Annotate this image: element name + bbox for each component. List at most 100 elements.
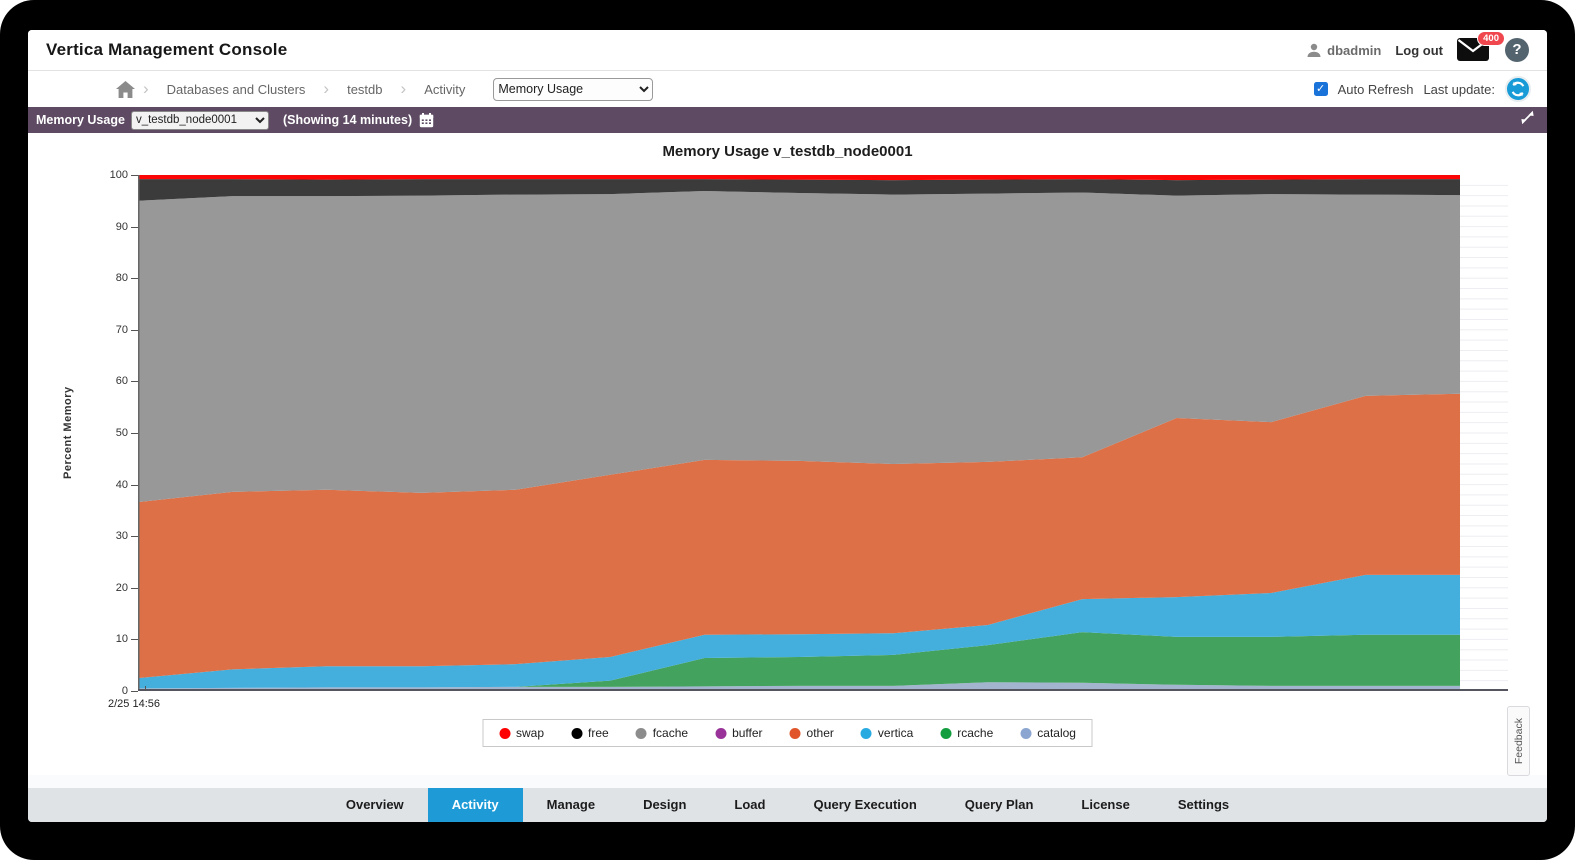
legend-item-other[interactable]: other [789,726,834,740]
tab-license[interactable]: License [1081,797,1130,812]
chart-legend: swap free fcache buffer other vertica rcache ca… [482,719,1093,747]
user-icon [1307,43,1321,57]
y-tick-label-50: 50 [115,427,128,439]
y-tick-label-10: 10 [115,633,128,646]
bottom-spacer [28,775,1547,788]
area-free [138,179,1460,201]
y-tick-mark [131,484,138,486]
legend-dot-buffer [715,727,727,739]
legend-label: rcache [957,726,994,740]
y-tick-label-90: 90 [115,220,128,233]
breadcrumb-activity[interactable]: Activity [424,81,466,97]
y-tick-mark [131,278,138,280]
legend-label: other [806,726,834,740]
breadcrumb-bar: › Databases and Clusters › testdb › Acti… [28,71,1547,107]
tab-settings[interactable]: Settings [1177,797,1230,812]
legend-label: swap [516,726,545,740]
expand-icon [1521,110,1534,125]
legend-item-swap[interactable]: swap [499,726,544,740]
y-tick-label-30: 30 [115,530,128,543]
y-tick-label-80: 80 [115,272,128,285]
breadcrumb-separator-icon: › [323,79,330,98]
y-tick-mark [131,329,138,331]
tab-query-plan[interactable]: Query Plan [964,797,1034,812]
y-axis-label: Percent Memory [62,386,74,480]
logout-button[interactable]: Log out [1395,42,1443,58]
tab-design[interactable]: Design [643,797,687,812]
expand-chart-button[interactable] [1520,110,1535,130]
legend-dot-free [571,727,583,739]
legend-item-catalog[interactable]: catalog [1020,726,1076,740]
legend-item-buffer[interactable]: buffer [715,726,763,740]
legend-item-rcache[interactable]: rcache [940,726,993,740]
refresh-controls: ✓ Auto Refresh Last update: [1313,76,1531,102]
message-count-badge: 400 [1477,31,1505,46]
username: dbadmin [1327,42,1382,58]
tab-query-execution[interactable]: Query Execution [813,797,917,812]
area-swap [138,175,1460,181]
header-right: dbadmin Log out 400 ? [1306,31,1529,62]
y-tick-label-0: 0 [121,685,128,697]
y-tick-mark [131,433,138,434]
area-fcache [138,190,1460,503]
app-window: Vertica Management Console dbadmin Log o… [28,30,1547,822]
breadcrumb-separator-icon: › [400,79,407,98]
legend-item-fcache[interactable]: fcache [635,726,689,740]
y-tick-mark [131,536,138,538]
feedback-button[interactable]: Feedback [1507,706,1530,776]
home-icon[interactable] [116,80,135,98]
tab-manage[interactable]: Manage [546,797,596,812]
legend-label: catalog [1037,726,1076,740]
refresh-icon [1511,81,1525,97]
app-title: Vertica Management Console [46,40,288,59]
stacked-area-chart [138,175,1508,691]
help-icon[interactable]: ? [1505,38,1529,62]
y-tick-label-70: 70 [115,323,128,336]
node-select[interactable]: v_testdb_node0001 [130,110,269,130]
header: Vertica Management Console dbadmin Log o… [28,30,1547,70]
showing-window-label: (Showing 14 minutes) [282,113,413,127]
breadcrumb-testdb[interactable]: testdb [347,81,383,97]
legend-label: buffer [732,726,763,740]
x-tick-mark [145,686,146,691]
view-select[interactable]: Memory Usage [493,77,654,101]
x-axis-start-label: 2/25 14:56 [108,698,160,710]
feedback-label: Feedback [1512,717,1525,765]
messages-button[interactable]: 400 [1457,31,1505,62]
chart-toolbar: Memory Usage v_testdb_node0001 (Showing … [28,107,1547,133]
legend-item-free[interactable]: free [571,726,609,740]
legend-label: fcache [652,726,689,740]
header-divider [28,70,1547,71]
y-tick-mark [131,226,138,228]
tab-activity[interactable]: Activity [427,788,523,822]
area-rcache [138,632,1460,689]
legend-dot-other [789,727,801,739]
y-tick-label-20: 20 [115,581,128,594]
tab-load[interactable]: Load [734,797,766,812]
chart-panel: Memory Usage v_testdb_node0001 Percent M… [28,133,1547,775]
y-tick-label-40: 40 [115,478,128,491]
legend-label: vertica [877,726,914,740]
area-other [138,393,1460,679]
tab-bar: Overview Activity Manage Design Load Query Ex… [28,788,1547,822]
refresh-button[interactable] [1505,76,1531,102]
legend-dot-fcache [635,727,647,739]
auto-refresh-checkbox[interactable]: ✓ [1313,82,1328,96]
legend-dot-rcache [940,727,952,739]
y-tick-label-100: 100 [109,169,128,181]
area-vertica [138,574,1460,689]
breadcrumb-separator-icon: › [143,79,149,98]
tab-overview[interactable]: Overview [345,797,404,812]
legend-dot-swap [499,727,511,739]
user-menu[interactable]: dbadmin [1306,42,1381,58]
area-catalog [138,682,1460,691]
y-tick-mark [131,691,138,692]
legend-dot-vertica [860,727,872,739]
last-update-label: Last update: [1423,81,1495,97]
legend-item-vertica[interactable]: vertica [860,726,914,740]
y-tick-mark [131,639,138,641]
breadcrumb-databases-and-clusters[interactable]: Databases and Clusters [166,81,306,97]
calendar-icon[interactable] [419,112,434,128]
auto-refresh-label: Auto Refresh [1337,81,1414,97]
